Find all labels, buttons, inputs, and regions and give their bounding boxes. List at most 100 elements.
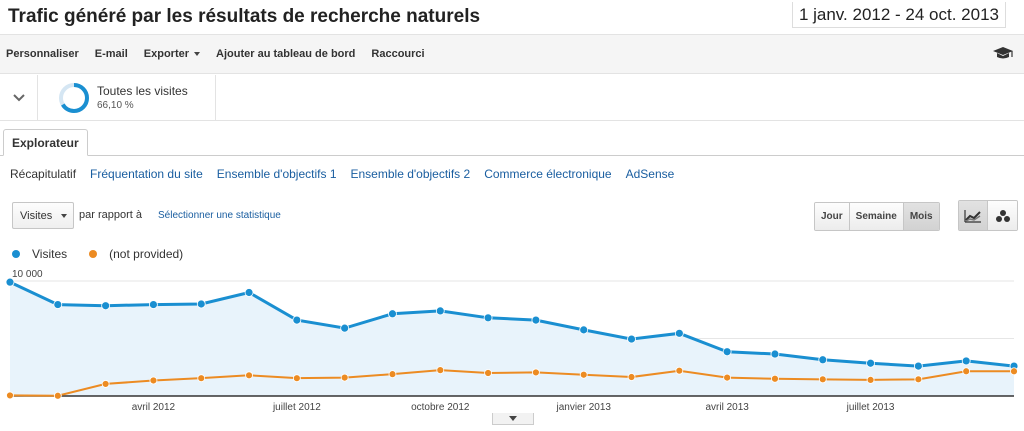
motion-chart-button[interactable] [988,201,1017,230]
subnav-adsense[interactable]: AdSense [625,167,675,181]
data-point-not-provided [197,374,206,383]
segment-bar: Toutes les visites 66,10 % [0,75,1024,121]
chevron-down-icon [509,416,517,421]
metric-select[interactable]: Visites [12,202,74,229]
data-point-visits [674,328,684,338]
email-button[interactable]: E-mail [94,48,128,60]
data-point-not-provided [245,371,253,380]
data-point-visits [435,306,445,316]
legend-item-not-provided[interactable]: (not provided) [89,247,183,261]
data-point-not-provided [675,366,684,375]
shortcut-button[interactable]: Raccourci [371,48,425,60]
data-point-visits [196,299,206,309]
data-point-visits [483,313,493,323]
data-point-not-provided [340,373,349,382]
date-range-picker[interactable]: 1 janv. 2012 - 24 oct. 2013 [791,2,1006,28]
x-tick-label: octobre 2012 [411,402,470,413]
data-point-not-provided [532,368,540,377]
data-point-not-provided [579,370,588,379]
data-point-not-provided [962,367,971,376]
page-title: Trafic généré par les résultats de reche… [8,6,481,27]
segment-percent: 66,10 % [97,100,134,111]
data-point-visits [818,355,828,365]
segment-card[interactable]: Toutes les visites 66,10 % [38,75,216,121]
x-tick-label: janvier 2013 [555,402,611,413]
export-menu-button[interactable]: Exporter [143,48,201,60]
graduation-cap-icon[interactable] [992,46,1014,62]
data-point-visits [244,288,254,297]
data-point-visits [722,347,732,357]
data-point-visits [531,315,541,325]
legend-dot-not-provided [89,250,98,258]
data-point-not-provided [388,370,397,379]
data-point-not-provided [771,374,779,383]
add-to-dashboard-button[interactable]: Ajouter au tableau de bord [216,48,356,60]
y-tick-label: 10 000 [12,269,43,280]
data-point-not-provided [818,375,827,384]
data-point-not-provided [484,369,492,377]
data-point-not-provided [101,380,110,388]
data-point-visits [53,300,63,309]
x-tick-label: juillet 2012 [272,402,321,413]
subnav-summary[interactable]: Récapitulatif [10,167,77,181]
data-point-not-provided [53,391,62,400]
chevron-down-icon [61,213,68,218]
compare-label: par rapport à [79,209,142,221]
chevron-down-icon [194,52,201,56]
data-point-visits [149,300,158,309]
export-label: Exporter [143,48,190,60]
bubble-chart-icon [995,209,1010,222]
data-point-not-provided [1010,367,1018,376]
subnav-ecommerce[interactable]: Commerce électronique [484,167,612,181]
legend-label-visits: Visites [32,247,68,261]
legend-dot-visits [12,250,20,258]
granularity-toggle: Jour Semaine Mois [814,202,940,231]
customize-button[interactable]: Personnaliser [6,48,79,60]
chart-collapse-handle[interactable] [492,413,534,425]
metric-select-value: Visites [20,209,53,222]
subnav-goal-set-1[interactable]: Ensemble d'objectifs 1 [216,167,337,181]
chevron-down-icon [12,94,25,102]
subnav-goal-set-2[interactable]: Ensemble d'objectifs 2 [350,167,471,181]
legend-label-not-provided: (not provided) [109,247,184,261]
chart-type-toggle [958,200,1018,231]
data-point-visits [961,356,971,366]
data-point-visits [388,309,397,319]
report-toolbar: Personnaliser E-mail Exporter Ajouter au… [0,34,1024,74]
explorer-subnav: Récapitulatif Fréquentation du site Ense… [10,167,688,181]
data-point-not-provided [149,376,158,385]
data-point-not-provided [723,373,732,382]
x-tick-label: juillet 2013 [846,402,895,413]
select-metric-link[interactable]: Sélectionner une statistique [158,210,281,221]
data-point-visits [340,323,350,333]
data-point-not-provided [6,391,14,400]
data-point-visits [101,301,111,311]
granularity-month-button[interactable]: Mois [903,203,939,230]
granularity-week-button[interactable]: Semaine [849,203,904,230]
segment-name: Toutes les visites [97,84,188,98]
data-point-visits [579,325,589,335]
x-tick-label: avril 2013 [705,402,749,413]
visits-area [10,282,1014,396]
data-point-visits [866,358,875,368]
segment-share-arc [59,83,89,113]
granularity-day-button[interactable]: Jour [815,203,850,230]
data-point-visits [292,315,302,325]
data-point-not-provided [436,366,445,375]
data-point-not-provided [866,376,875,384]
chart-legend: Visites (not provided) [12,247,205,261]
x-tick-label: avril 2012 [132,402,176,413]
legend-item-visits[interactable]: Visites [12,247,67,261]
data-point-visits [913,361,923,371]
data-point-visits [627,334,636,344]
data-point-not-provided [627,373,636,381]
data-point-visits [770,349,780,359]
subnav-site-usage[interactable]: Fréquentation du site [90,167,203,181]
tab-explorer[interactable]: Explorateur [3,129,88,156]
tab-strip-line [0,155,1024,156]
series-line-visits [9,280,1015,368]
data-point-not-provided [292,374,301,383]
segment-toggle[interactable] [0,75,38,121]
date-range-label: 1 janv. 2012 - 24 oct. 2013 [798,4,999,24]
line-chart-button[interactable] [959,201,988,230]
